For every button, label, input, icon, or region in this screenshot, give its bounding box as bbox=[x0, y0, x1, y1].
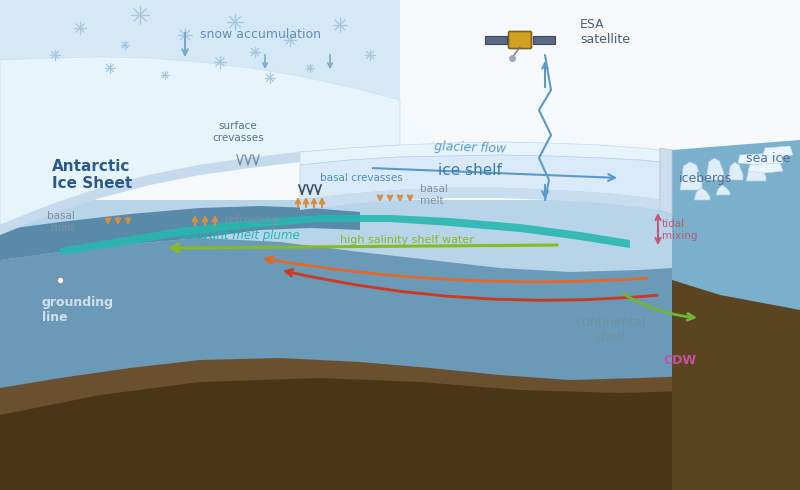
Polygon shape bbox=[660, 148, 672, 215]
Polygon shape bbox=[716, 185, 730, 195]
Text: basal
melt: basal melt bbox=[420, 184, 448, 206]
Polygon shape bbox=[680, 162, 702, 190]
Text: glacier flow: glacier flow bbox=[434, 140, 506, 156]
Polygon shape bbox=[0, 0, 400, 225]
Text: ice shelf: ice shelf bbox=[438, 163, 502, 177]
Text: surface
crevasses: surface crevasses bbox=[212, 122, 264, 143]
Text: refreezing: refreezing bbox=[225, 215, 278, 225]
Polygon shape bbox=[0, 145, 400, 235]
Polygon shape bbox=[706, 158, 724, 180]
Polygon shape bbox=[672, 280, 800, 490]
Polygon shape bbox=[763, 146, 793, 157]
Text: Antarctic
Ice Sheet: Antarctic Ice Sheet bbox=[52, 159, 132, 191]
Polygon shape bbox=[0, 206, 360, 260]
Polygon shape bbox=[300, 188, 660, 210]
Polygon shape bbox=[0, 330, 800, 490]
Text: buoyant melt plume: buoyant melt plume bbox=[180, 228, 300, 242]
Polygon shape bbox=[0, 57, 400, 225]
Polygon shape bbox=[748, 163, 783, 173]
Text: basal crevasses: basal crevasses bbox=[320, 173, 402, 183]
Polygon shape bbox=[300, 155, 660, 200]
Polygon shape bbox=[0, 200, 800, 490]
Text: ESA
satellite: ESA satellite bbox=[580, 18, 630, 46]
Polygon shape bbox=[694, 188, 710, 200]
Polygon shape bbox=[0, 378, 800, 490]
Polygon shape bbox=[300, 142, 660, 165]
Text: high salinity shelf water: high salinity shelf water bbox=[340, 235, 474, 245]
Text: sea ice: sea ice bbox=[746, 151, 790, 165]
Polygon shape bbox=[0, 238, 800, 388]
FancyBboxPatch shape bbox=[533, 36, 555, 44]
Text: CDW: CDW bbox=[663, 353, 697, 367]
FancyBboxPatch shape bbox=[485, 36, 507, 44]
Text: grounding
line: grounding line bbox=[42, 296, 114, 324]
Polygon shape bbox=[746, 165, 766, 181]
Text: tidal
mixing: tidal mixing bbox=[662, 219, 698, 241]
Polygon shape bbox=[728, 162, 743, 180]
Text: icebergs: icebergs bbox=[678, 172, 732, 185]
Text: continental
shelf: continental shelf bbox=[574, 316, 646, 344]
Polygon shape bbox=[672, 140, 800, 310]
FancyBboxPatch shape bbox=[509, 31, 531, 49]
Polygon shape bbox=[738, 153, 783, 165]
Text: snow accumulation: snow accumulation bbox=[200, 28, 321, 42]
Polygon shape bbox=[60, 215, 630, 255]
Text: basal
melt: basal melt bbox=[47, 211, 75, 233]
